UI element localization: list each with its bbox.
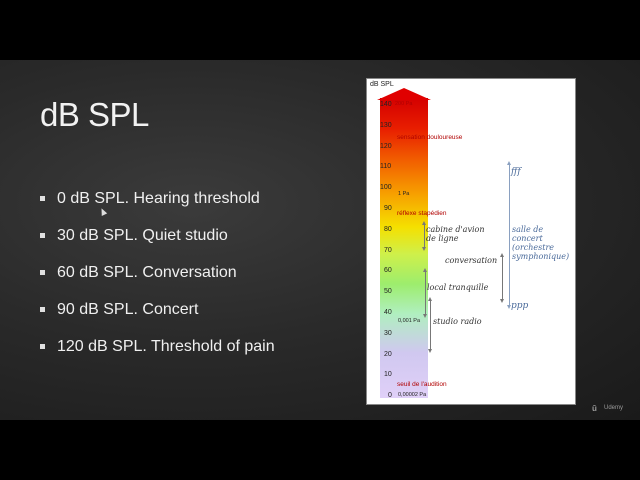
- spl-scale-figure: dB SPL 140 130 120 110 100 90 80 70 60 5…: [366, 78, 576, 405]
- bullet-item: 0 dB SPL. Hearing threshold: [40, 180, 275, 217]
- tick-label: 140: [380, 101, 392, 108]
- arrow-up-icon: [507, 161, 511, 165]
- hearing-threshold-label: seuil de l'audition: [397, 381, 447, 388]
- pressure-marker-200pa: 200 Pa: [395, 101, 413, 107]
- arrow-down-icon: [423, 314, 427, 318]
- bullet-square-icon: [40, 196, 45, 201]
- arrow-down-icon: [507, 305, 511, 309]
- bullet-text: 0 dB SPL. Hearing threshold: [57, 189, 260, 207]
- tick-label: 10: [384, 371, 392, 379]
- arrow-down-icon: [500, 299, 504, 303]
- tick-label: 100: [380, 184, 392, 192]
- tick-label: 0: [388, 392, 392, 400]
- watermark-text: Udemy: [604, 405, 624, 411]
- concert-hall-label: salle de concert (orchestre symphonique): [512, 225, 570, 261]
- bullet-text: 120 dB SPL. Threshold of pain: [57, 337, 275, 355]
- slide: dB SPL 0 dB SPL. Hearing threshold 30 dB…: [0, 60, 640, 420]
- tick-label: 110: [380, 163, 392, 171]
- tick-label: 30: [384, 329, 392, 337]
- tick-label: 40: [384, 309, 392, 316]
- arrow-up-icon: [500, 253, 504, 257]
- tick-label: 20: [384, 350, 392, 358]
- bullet-square-icon: [40, 233, 45, 238]
- spl-color-bar: [380, 98, 428, 398]
- arrow-up-icon: [377, 88, 431, 100]
- bullet-text: 30 dB SPL. Quiet studio: [57, 226, 228, 244]
- bullet-square-icon: [40, 270, 45, 275]
- arrow-down-icon: [422, 247, 426, 251]
- arrow-up-icon: [428, 297, 432, 301]
- bullet-item: 90 dB SPL. Concert: [40, 291, 275, 328]
- range-line: [430, 301, 431, 349]
- pressure-marker-0001pa: 0,001 Pa: [398, 318, 421, 324]
- bullet-square-icon: [40, 344, 45, 349]
- bottom-letterbox: [0, 420, 640, 480]
- fff-label: fff: [511, 167, 521, 177]
- range-line: [502, 257, 503, 299]
- bullet-list: 0 dB SPL. Hearing threshold 30 dB SPL. Q…: [40, 180, 275, 365]
- arrow-down-icon: [428, 349, 432, 353]
- conversation-label: conversation: [445, 256, 498, 265]
- pressure-marker-000002pa: 0,00002 Pa: [398, 392, 427, 398]
- arrow-up-icon: [423, 268, 427, 272]
- quiet-room-label: local tranquille: [427, 283, 489, 292]
- tick-label: 90: [384, 205, 392, 212]
- bullet-text: 60 dB SPL. Conversation: [57, 263, 237, 281]
- tick-label: 70: [384, 246, 392, 254]
- slide-title: dB SPL: [40, 96, 149, 133]
- bullet-item: 60 dB SPL. Conversation: [40, 254, 275, 291]
- range-line: [424, 225, 425, 247]
- ppp-label: ppp: [511, 301, 529, 311]
- bullet-item: 30 dB SPL. Quiet studio: [40, 217, 275, 254]
- bullet-item: 120 dB SPL. Threshold of pain: [40, 328, 275, 365]
- udemy-logo-icon: ū: [592, 404, 597, 413]
- top-letterbox: [0, 0, 640, 60]
- tick-label: 50: [384, 288, 392, 296]
- pain-threshold-label: sensation douloureuse: [397, 134, 463, 141]
- tick-label: 80: [384, 225, 392, 233]
- pressure-marker-1pa: 1 Pa: [398, 191, 410, 197]
- radio-studio-label: studio radio: [433, 317, 482, 326]
- dynamics-range-line: [509, 165, 510, 305]
- arrow-up-icon: [422, 221, 426, 225]
- tick-label: 60: [384, 267, 392, 275]
- tick-label: 120: [380, 142, 392, 150]
- range-line: [425, 272, 426, 314]
- aircraft-cabin-label: cabine d'avion de ligne: [426, 225, 485, 243]
- stapedial-reflex-label: réflexe stapédien: [397, 210, 447, 217]
- bullet-text: 90 dB SPL. Concert: [57, 300, 199, 318]
- figure-unit-label: dB SPL: [370, 81, 394, 88]
- bullet-square-icon: [40, 307, 45, 312]
- tick-label: 130: [380, 121, 392, 129]
